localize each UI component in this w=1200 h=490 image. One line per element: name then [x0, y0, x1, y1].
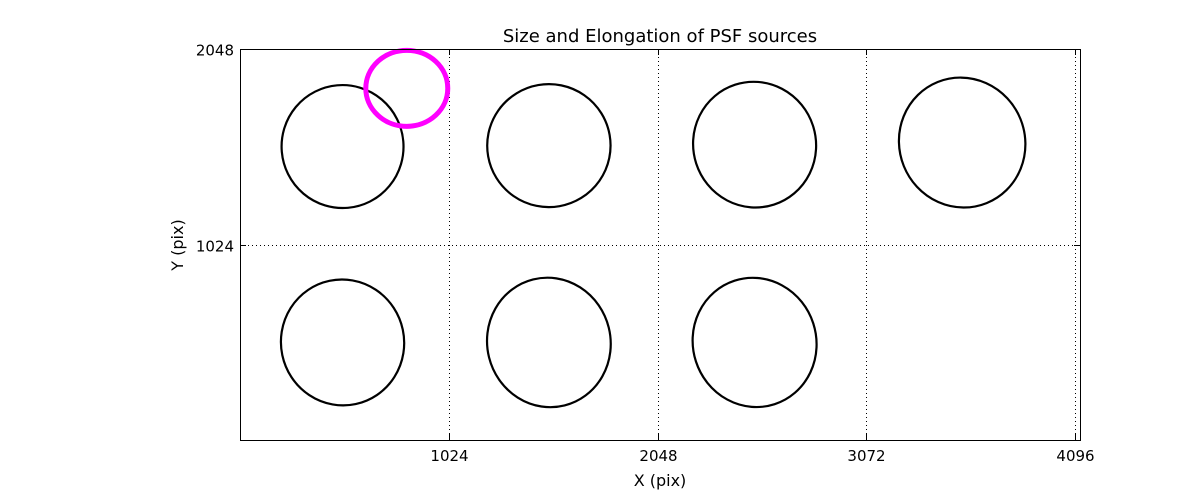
y-axis-label: Y (pix): [168, 219, 187, 271]
axis-ticks: 1024 2048 3072 4096 1024 2048: [196, 42, 1095, 466]
x-tick-label: 1024: [430, 447, 468, 465]
x-tick-label: 2048: [639, 447, 677, 465]
chart-title: Size and Elongation of PSF sources: [503, 26, 817, 47]
psf-ellipse: [485, 276, 612, 409]
x-tick-label: 3072: [847, 447, 885, 465]
psf-ellipse: [280, 83, 405, 210]
psf-ellipse: [691, 276, 818, 409]
grid-lines: [240, 49, 1080, 440]
highlight-psf-ellipse: [363, 47, 451, 129]
y-tick-label: 2048: [196, 42, 234, 60]
psf-ellipse: [279, 278, 406, 407]
x-axis-label: X (pix): [634, 471, 687, 490]
psf-ellipse: [486, 83, 612, 209]
y-tick-label: 1024: [196, 238, 234, 256]
psf-ellipses: [279, 47, 1027, 409]
psf-ellipse: [897, 76, 1027, 209]
x-tick-label: 4096: [1056, 447, 1094, 465]
psf-ellipse: [691, 80, 818, 209]
